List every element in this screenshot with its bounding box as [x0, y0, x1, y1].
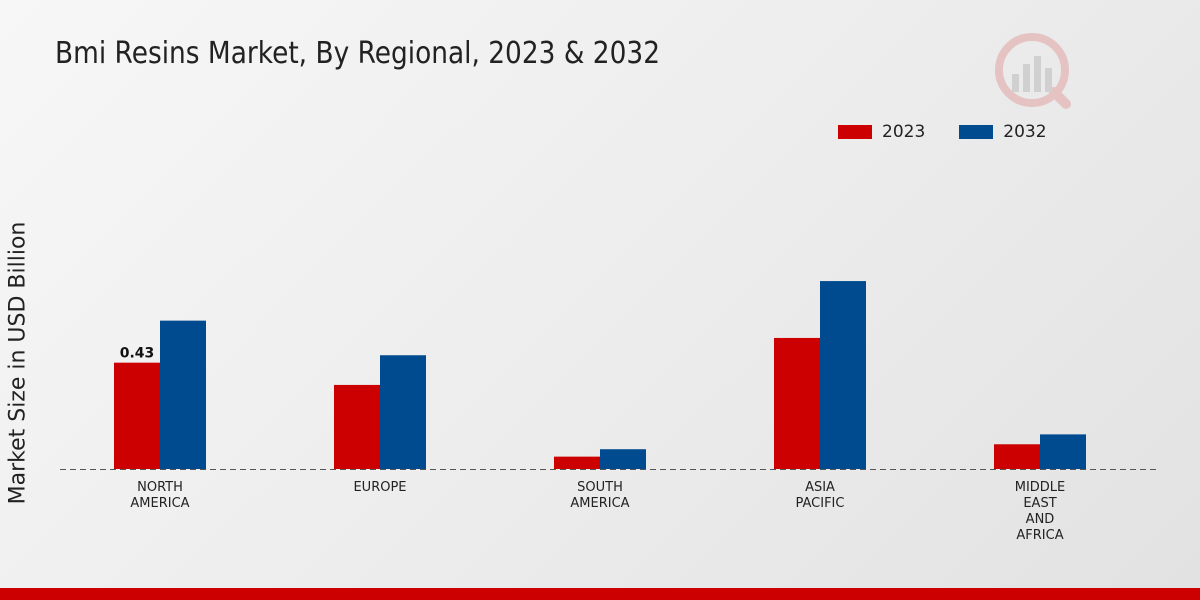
bar-2032-1: [380, 355, 426, 469]
legend-item-2032: 2032: [959, 122, 1047, 142]
brand-logo-icon: [995, 33, 1071, 109]
x-tick-label-4: MIDDLE EAST AND AFRICA: [1014, 480, 1066, 543]
bar-2023-0: [114, 362, 160, 469]
legend-item-2023: 2023: [838, 122, 925, 142]
bar-2032-2: [600, 449, 646, 469]
legend-swatch-2032: [959, 125, 994, 139]
x-tick-label-2: SOUTH AMERICA: [570, 480, 630, 511]
data-label-0: 0.43: [120, 346, 155, 362]
bar-2032-3: [820, 281, 866, 469]
legend-label-2023: 2023: [882, 122, 926, 142]
legend-swatch-2023: [838, 125, 872, 139]
bar-2023-2: [554, 456, 600, 469]
legend-label-2032: 2032: [1003, 122, 1047, 142]
legend: 2023 2032: [838, 122, 1081, 142]
chart-title: Bmi Resins Market, By Regional, 2023 & 2…: [55, 36, 660, 71]
bar-2023-4: [994, 444, 1040, 469]
x-tick-label-0: NORTH AMERICA: [130, 480, 190, 511]
bar-2032-0: [160, 320, 206, 469]
x-tick-label-3: ASIA PACIFIC: [795, 480, 845, 511]
bar-2023-3: [774, 337, 820, 469]
bar-2032-4: [1040, 434, 1086, 469]
x-tick-label-1: EUROPE: [353, 480, 407, 495]
bar-2023-1: [334, 384, 380, 469]
bottom-accent-bar: [0, 588, 1200, 600]
